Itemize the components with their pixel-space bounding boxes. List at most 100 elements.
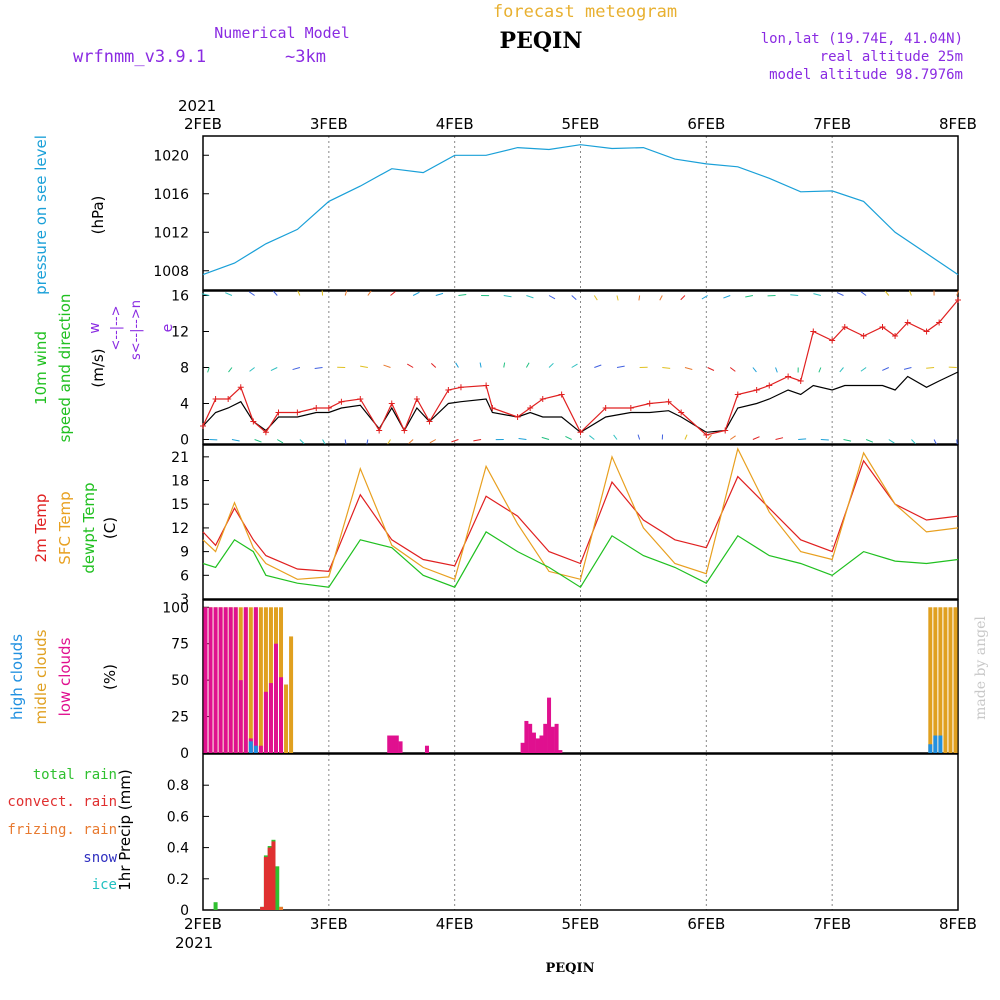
y-tick-label: 100	[162, 600, 189, 616]
bar-midle-clouds	[289, 636, 294, 753]
precip-unit: 1hr Precip (mm)	[116, 769, 134, 890]
y-tick-label: 3	[180, 592, 189, 608]
gust-marker	[577, 429, 584, 436]
model-name: wrfnmm_v3.9.1	[73, 47, 206, 67]
bar-low-clouds	[228, 607, 233, 753]
bar-midle-clouds	[948, 607, 953, 753]
bar-midle-clouds	[938, 607, 943, 753]
wind-arrow	[729, 435, 736, 440]
wind-arrow	[473, 439, 482, 442]
gust-marker	[829, 337, 836, 344]
bar-high-clouds	[253, 745, 258, 753]
x-tick-label-bottom: 6FEB	[687, 915, 725, 933]
top-x-axis: 2FEB 3FEB 4FEB 5FEB 6FEB 7FEB 8FEB	[184, 115, 977, 133]
temperature-panel: 3 6 9 12 15 18 21	[171, 444, 959, 608]
bar-midle-clouds	[238, 607, 243, 753]
bar-low-clouds	[520, 742, 525, 753]
y-tick-label: 6	[180, 568, 189, 584]
station-title: PEQIN	[500, 28, 583, 54]
bar-high-clouds	[938, 735, 943, 753]
wind-arrow	[270, 367, 278, 372]
wind-arrow	[684, 434, 688, 440]
y-tick-label: 15	[171, 497, 189, 513]
x-tick-label-top: 6FEB	[687, 115, 725, 133]
wind-arrow	[839, 367, 844, 373]
wind-arrow	[412, 291, 420, 296]
gust-marker	[200, 423, 206, 429]
series-line-dewpt-temp	[202, 531, 959, 589]
wind-label-1: 10m wind	[32, 331, 50, 405]
gust-marker	[860, 333, 867, 339]
gust-marker	[275, 409, 282, 416]
gust-marker	[627, 405, 634, 411]
panel-frame	[202, 753, 959, 911]
wind-arrow	[813, 293, 821, 296]
wind-arrow	[458, 293, 467, 296]
y-tick-label: 16	[171, 289, 189, 305]
gust-marker	[262, 429, 269, 436]
wind-arrow	[775, 367, 778, 373]
y-tick-label: 0.6	[167, 809, 189, 825]
gust-marker	[212, 396, 219, 402]
wind-arrow	[503, 295, 512, 298]
gust-marker	[527, 405, 534, 411]
gust-marker	[539, 396, 546, 402]
bar-midle-clouds	[263, 607, 268, 753]
gust-marker	[734, 391, 741, 398]
bar-midle-clouds	[284, 684, 289, 753]
y-tick-label: 0	[180, 903, 189, 919]
wind-arrow	[903, 367, 912, 370]
wind-arrow	[752, 367, 757, 373]
gust-marker	[766, 382, 773, 389]
panel-frame	[202, 290, 959, 445]
bar-midle-clouds	[933, 607, 938, 753]
wind-arrow	[616, 295, 619, 301]
y-tick-label: 1012	[153, 225, 189, 241]
gust-marker	[955, 297, 961, 303]
wind-arrow	[707, 367, 715, 371]
wind-arrow	[387, 439, 391, 445]
wind-arrow	[865, 439, 874, 443]
wind-arrow	[299, 439, 305, 445]
bar-low-clouds	[223, 607, 228, 753]
y-tick-label: 12	[171, 325, 189, 341]
bar-low-clouds	[524, 720, 529, 753]
gust-marker	[703, 432, 710, 438]
gust-marker	[388, 400, 395, 407]
wind-arrow	[430, 362, 437, 368]
wind-arrow	[884, 290, 890, 296]
gust-marker	[426, 418, 433, 425]
gust-marker	[810, 328, 817, 335]
bar-low-clouds	[258, 745, 263, 753]
wind-arrow	[390, 291, 396, 296]
precip-panel: 0 0.2 0.4 0.6 0.8	[167, 753, 959, 919]
bar-midle-clouds	[248, 607, 253, 753]
gust-marker	[457, 384, 464, 391]
wind-panel: 0 4 8 12 16	[171, 289, 961, 449]
bar-low-clouds	[547, 697, 552, 753]
bar-low-clouds	[253, 607, 258, 753]
wind-arrow	[451, 439, 459, 443]
bar-low-clouds	[550, 726, 555, 753]
coords: lon,lat (19.74E, 41.04N)	[761, 31, 963, 47]
bar-total-rain	[275, 866, 280, 910]
precip-legend-2: frizing. rain	[7, 822, 117, 838]
wind-arrow	[525, 362, 530, 368]
wind-arrow	[798, 438, 807, 440]
wind-arrow	[249, 367, 255, 372]
wind-arrow	[790, 294, 799, 296]
wind-arrow	[248, 291, 255, 296]
bar-low-clouds	[213, 607, 218, 753]
wind-arrow	[272, 290, 278, 296]
bar-low-clouds	[558, 750, 563, 753]
wind-arrow	[571, 363, 578, 368]
gust-marker	[678, 409, 685, 416]
wind-arrow	[322, 439, 326, 445]
bar-low-clouds	[398, 741, 403, 753]
wind-arrow	[911, 439, 916, 445]
bar-low-clouds	[391, 735, 396, 753]
x-tick-label-top: 7FEB	[813, 115, 851, 133]
wind-arrow	[752, 436, 760, 440]
gust-marker	[923, 328, 930, 335]
gust-marker	[879, 324, 886, 330]
